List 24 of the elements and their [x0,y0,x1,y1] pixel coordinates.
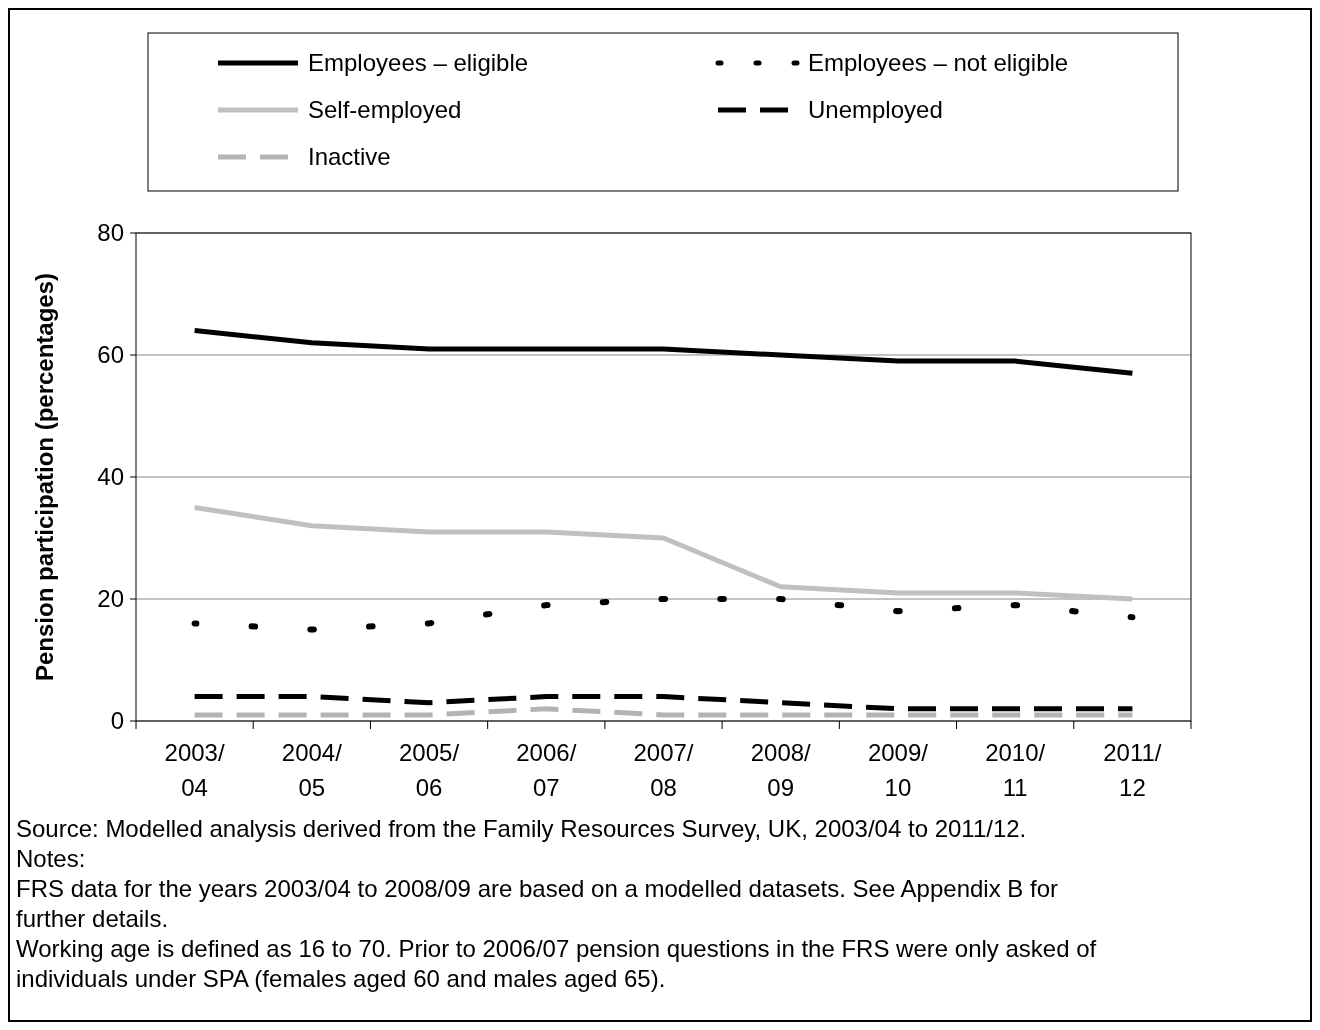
source-note: Source: Modelled analysis derived from the Family Resources Survey, UK, 2003/04 to 2011/12. [16,815,1027,842]
legend-label: Employees – eligible [308,49,529,76]
x-tick-label: 2004/ 05 [281,739,343,801]
text: Working age is defined as 16 to 70. Prior to 2006/07 pension questions in the FRS were only asked of individuals under SPA (females aged 60 and males aged 65). [16,935,1097,992]
y-tick-label: 0 [110,707,124,734]
x-tick-label: 2005/ 06 [399,739,460,801]
x-tick-label: 2008/ 09 [750,739,812,801]
text: Notes: [16,845,86,872]
x-tick-label: 2009/ 10 [867,739,929,801]
x-tick-label: 2003/ 04 [164,739,225,801]
legend-label: Employees – not eligible [808,49,1069,76]
y-tick-label: 80 [97,219,124,246]
legend-label: Inactive [308,143,391,170]
text: FRS data for the years 2003/04 to 2008/09 are based on a modelled datasets. See Appendix B for further details. [16,875,1059,932]
legend-label: Unemployed [808,96,943,123]
y-tick-label: 20 [97,585,124,612]
y-axis-title: Pension participation (percentages) [31,272,58,682]
x-tick-label: 2011/ 12 [1103,739,1162,801]
x-tick-label: 2006/ 07 [516,739,577,801]
legend-label: Self-employed [308,96,462,123]
x-tick-label: 2010/ 11 [985,739,1046,801]
y-tick-label: 40 [97,463,124,490]
y-tick-label: 60 [97,341,124,368]
x-tick-label: 2007/ 08 [633,739,694,801]
